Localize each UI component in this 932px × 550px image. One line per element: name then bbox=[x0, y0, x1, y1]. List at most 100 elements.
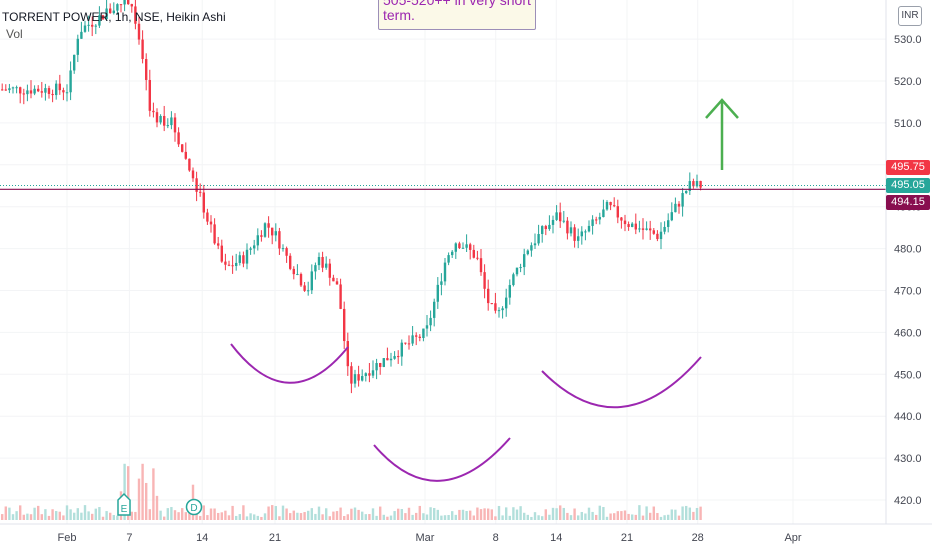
volume-bar bbox=[235, 515, 238, 520]
candle-body bbox=[361, 376, 364, 381]
volume-bar bbox=[638, 505, 641, 520]
volume-bar bbox=[123, 463, 126, 520]
note-callout[interactable]: 505-520++ in very short term. bbox=[378, 0, 536, 30]
volume-bar bbox=[461, 509, 465, 520]
volume-bar bbox=[465, 510, 468, 520]
candle-body bbox=[685, 190, 688, 194]
volume-bar bbox=[11, 514, 15, 520]
volume-bar bbox=[271, 505, 274, 520]
candle-body bbox=[245, 249, 249, 264]
volume-bar bbox=[267, 506, 270, 520]
candle-body bbox=[127, 0, 130, 5]
candle-body bbox=[415, 335, 418, 337]
note-line-2: term. bbox=[383, 7, 415, 23]
candle-body bbox=[217, 243, 220, 246]
volume-bar bbox=[361, 511, 364, 520]
currency-badge[interactable]: INR bbox=[898, 6, 922, 26]
candle-body bbox=[537, 234, 540, 244]
candle-body bbox=[598, 217, 601, 220]
volume-bar bbox=[407, 507, 411, 520]
candle-body bbox=[224, 261, 227, 265]
price-tag-high: 495.75 bbox=[886, 160, 930, 175]
time-tick-label: Apr bbox=[784, 532, 801, 544]
volume-bar bbox=[199, 515, 202, 520]
candle-body bbox=[123, 0, 126, 5]
candle-body bbox=[278, 231, 281, 249]
candle-body bbox=[44, 88, 47, 93]
volume-bar bbox=[685, 505, 688, 520]
volume-bar bbox=[37, 505, 40, 520]
volume-bar bbox=[681, 506, 684, 520]
candle-body bbox=[443, 262, 447, 282]
volume-bar bbox=[483, 508, 486, 520]
volume-bar bbox=[404, 513, 407, 520]
chart-title: TORRENT POWER, 1h, NSE, Heikin Ashi bbox=[2, 10, 226, 24]
candle-body bbox=[429, 317, 432, 326]
candle-body bbox=[631, 223, 634, 227]
candle-body bbox=[260, 235, 263, 237]
price-tick-label: 450.0 bbox=[894, 369, 922, 381]
volume-bar bbox=[375, 515, 378, 520]
candle-body bbox=[379, 363, 382, 367]
volume-bar bbox=[310, 508, 313, 520]
candle-body bbox=[699, 180, 702, 188]
dividend-marker[interactable]: D bbox=[185, 498, 203, 516]
volume-bar bbox=[184, 512, 187, 520]
volume-bar bbox=[166, 508, 169, 520]
price-axis: 420.0430.0440.0450.0460.0470.0480.0490.0… bbox=[894, 34, 922, 507]
candle-body bbox=[173, 117, 177, 133]
candle-body bbox=[163, 116, 166, 126]
candle-body bbox=[289, 255, 292, 269]
candle-body bbox=[62, 90, 65, 93]
volume-bar bbox=[620, 511, 623, 520]
candle-body bbox=[310, 271, 313, 291]
volume-bar bbox=[274, 506, 277, 520]
candle-body bbox=[544, 226, 547, 230]
volume-bar bbox=[418, 505, 421, 520]
time-tick-label: 28 bbox=[692, 532, 704, 544]
volume-bar bbox=[163, 516, 166, 520]
candle-body bbox=[281, 248, 285, 250]
candle-body bbox=[483, 272, 486, 289]
candle-body bbox=[58, 83, 61, 91]
candle-body bbox=[497, 310, 501, 312]
candle-body bbox=[404, 342, 407, 344]
candle-body bbox=[274, 231, 277, 236]
volume-bar bbox=[40, 514, 43, 520]
candle-body bbox=[681, 193, 684, 207]
volume-bar bbox=[688, 507, 691, 520]
candle-body bbox=[400, 342, 403, 357]
volume-bar bbox=[667, 514, 670, 520]
volume-bar bbox=[307, 510, 310, 520]
volume-bar bbox=[328, 516, 331, 520]
volume-bar bbox=[548, 514, 551, 520]
candle-body bbox=[188, 158, 191, 171]
volume-bar bbox=[224, 510, 227, 520]
volume-bar bbox=[656, 513, 659, 520]
volume-bar bbox=[584, 513, 587, 520]
candle-body bbox=[328, 263, 331, 278]
candle-body bbox=[591, 219, 594, 226]
candle-body bbox=[69, 70, 72, 93]
volume-bar bbox=[260, 516, 263, 520]
volume-bar bbox=[317, 506, 321, 520]
volume-bar bbox=[623, 510, 627, 520]
candle-body bbox=[587, 225, 591, 232]
volume-bar bbox=[609, 513, 612, 520]
candle-body bbox=[461, 247, 465, 249]
volume-bar bbox=[289, 513, 292, 520]
earnings-marker[interactable]: E bbox=[117, 492, 131, 516]
candle-body bbox=[55, 83, 58, 96]
volume-bar bbox=[321, 514, 324, 520]
volume-bar bbox=[397, 508, 400, 520]
candle-body bbox=[15, 87, 18, 89]
volume-bar bbox=[80, 512, 83, 520]
candle-body bbox=[267, 223, 270, 228]
volume-bar bbox=[91, 513, 94, 520]
candle-body bbox=[368, 373, 371, 376]
candle-body bbox=[181, 144, 184, 152]
time-axis: Feb 7 14 21 Mar 8 14 21 28 Apr bbox=[58, 532, 802, 544]
price-tick-label: 460.0 bbox=[894, 327, 922, 339]
volume-bar bbox=[537, 515, 540, 520]
